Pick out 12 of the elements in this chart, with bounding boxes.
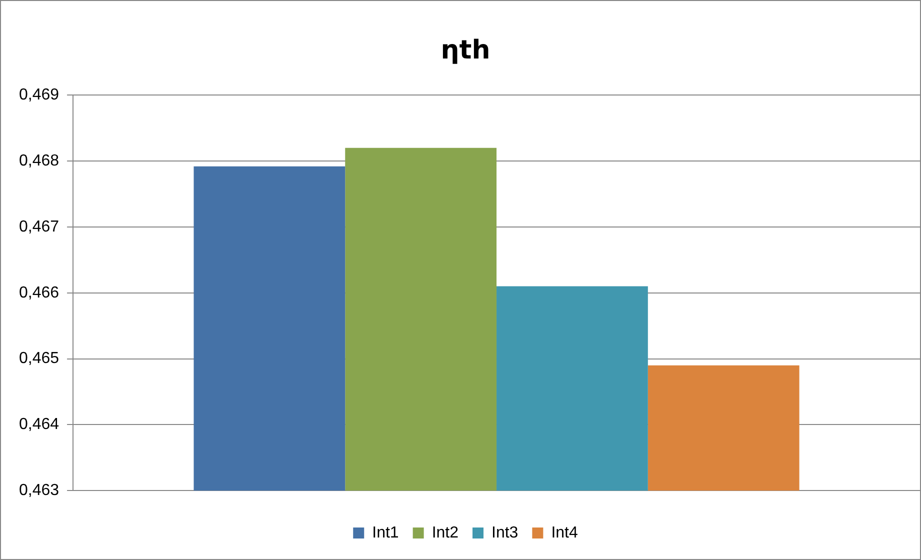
- legend-label: Int1: [372, 524, 399, 542]
- y-tick-label: 0,465: [18, 350, 60, 368]
- y-tick-label: 0,466: [18, 284, 60, 302]
- y-tick-label: 0,469: [18, 86, 60, 104]
- legend-label: Int3: [492, 524, 518, 542]
- y-tick-label: 0,464: [18, 416, 60, 434]
- y-tick-label: 0,463: [18, 482, 60, 500]
- chart-title: ηth: [440, 35, 490, 66]
- legend-label: Int4: [551, 524, 578, 542]
- y-tick-label: 0,467: [18, 218, 60, 236]
- y-tick-label: 0,468: [18, 152, 60, 170]
- legend-label: Int2: [432, 524, 459, 542]
